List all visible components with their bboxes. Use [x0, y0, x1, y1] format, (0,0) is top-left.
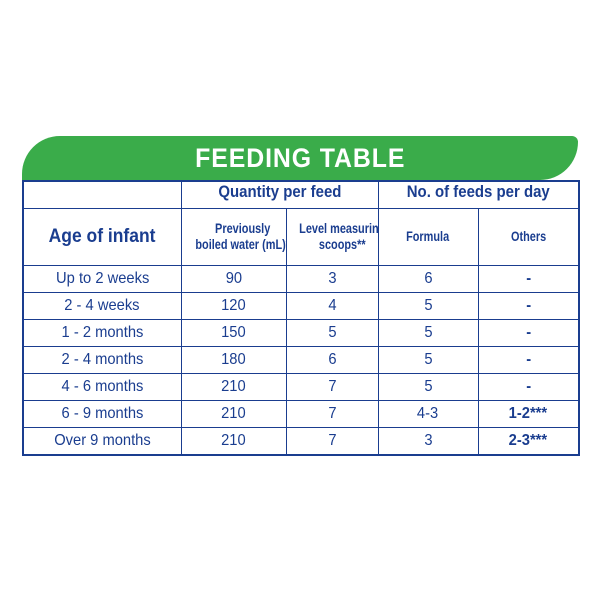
age-cell: 1 - 2 months	[22, 318, 182, 347]
water-header-line1: Previously	[214, 220, 270, 236]
water-header-line2: boiled water (mL)*	[194, 236, 286, 252]
scoops-cell: 4	[285, 291, 379, 320]
age-cell: Up to 2 weeks	[22, 265, 182, 293]
feeding-table-card: FEEDING TABLE Quantity per feed No. of f…	[22, 136, 581, 456]
age-cell: 6 - 9 months	[22, 399, 182, 428]
scoops-header-line2: scoops**	[318, 236, 366, 252]
empty-header-cell	[22, 180, 182, 209]
water-cell: 210	[180, 399, 287, 428]
others-cell: -	[477, 265, 580, 293]
others-cell: -	[477, 372, 580, 401]
age-cell: 4 - 6 months	[22, 372, 182, 401]
others-cell: -	[477, 291, 580, 320]
formula-header-label: Formula	[406, 228, 450, 244]
water-header: Previously boiled water (mL)*	[180, 208, 287, 266]
formula-cell: 3	[377, 426, 479, 456]
quantity-group-header: Quantity per feed	[180, 180, 379, 209]
table-row: 1 - 2 months 150 5 5 -	[22, 318, 580, 347]
scoops-cell: 7	[285, 372, 379, 401]
formula-cell: 5	[377, 345, 479, 374]
table-row: 6 - 9 months 210 7 4-3 1-2***	[22, 399, 580, 428]
table-title: FEEDING TABLE	[194, 142, 406, 173]
water-cell: 180	[180, 345, 287, 374]
table-row: Over 9 months 210 7 3 2-3***	[22, 426, 580, 456]
formula-cell: 4-3	[377, 399, 479, 428]
age-cell: 2 - 4 months	[22, 345, 182, 374]
formula-cell: 5	[377, 318, 479, 347]
water-cell: 150	[180, 318, 287, 347]
feeding-table: Quantity per feed No. of feeds per day A…	[22, 180, 581, 456]
water-cell: 210	[180, 372, 287, 401]
age-header: Age of infant	[22, 208, 182, 266]
column-header-row: Age of infant Previously boiled water (m…	[22, 208, 580, 266]
scoops-cell: 5	[285, 318, 379, 347]
feeds-group-header: No. of feeds per day	[377, 180, 580, 209]
table-row: Up to 2 weeks 90 3 6 -	[22, 265, 580, 293]
table-row: 2 - 4 months 180 6 5 -	[22, 345, 580, 374]
scoops-header: Level measuring scoops**	[285, 208, 379, 266]
title-banner: FEEDING TABLE	[22, 136, 578, 180]
water-cell: 120	[180, 291, 287, 320]
table-row: 4 - 6 months 210 7 5 -	[22, 372, 580, 401]
others-cell: -	[477, 345, 580, 374]
others-cell: 1-2***	[477, 399, 580, 428]
water-header-label: Previously boiled water (mL)*	[194, 220, 286, 252]
formula-cell: 6	[377, 265, 479, 293]
others-cell: -	[477, 318, 580, 347]
formula-header: Formula	[377, 208, 479, 266]
scoops-cell: 3	[285, 265, 379, 293]
others-cell: 2-3***	[477, 426, 580, 456]
water-cell: 210	[180, 426, 287, 456]
others-header: Others	[477, 208, 580, 266]
age-cell: 2 - 4 weeks	[22, 291, 182, 320]
age-cell: Over 9 months	[22, 426, 182, 456]
age-header-label: Age of infant	[48, 226, 156, 247]
formula-cell: 5	[377, 372, 479, 401]
water-cell: 90	[180, 265, 287, 293]
scoops-cell: 7	[285, 399, 379, 428]
group-header-row: Quantity per feed No. of feeds per day	[22, 180, 580, 209]
scoops-cell: 7	[285, 426, 379, 456]
scoops-header-label: Level measuring scoops**	[298, 220, 378, 252]
table-row: 2 - 4 weeks 120 4 5 -	[22, 291, 580, 320]
formula-cell: 5	[377, 291, 479, 320]
quantity-group-label: Quantity per feed	[217, 182, 342, 201]
scoops-header-line1: Level measuring	[298, 220, 378, 236]
others-header-label: Others	[510, 228, 546, 244]
scoops-cell: 6	[285, 345, 379, 374]
feeds-group-label: No. of feeds per day	[406, 182, 550, 201]
